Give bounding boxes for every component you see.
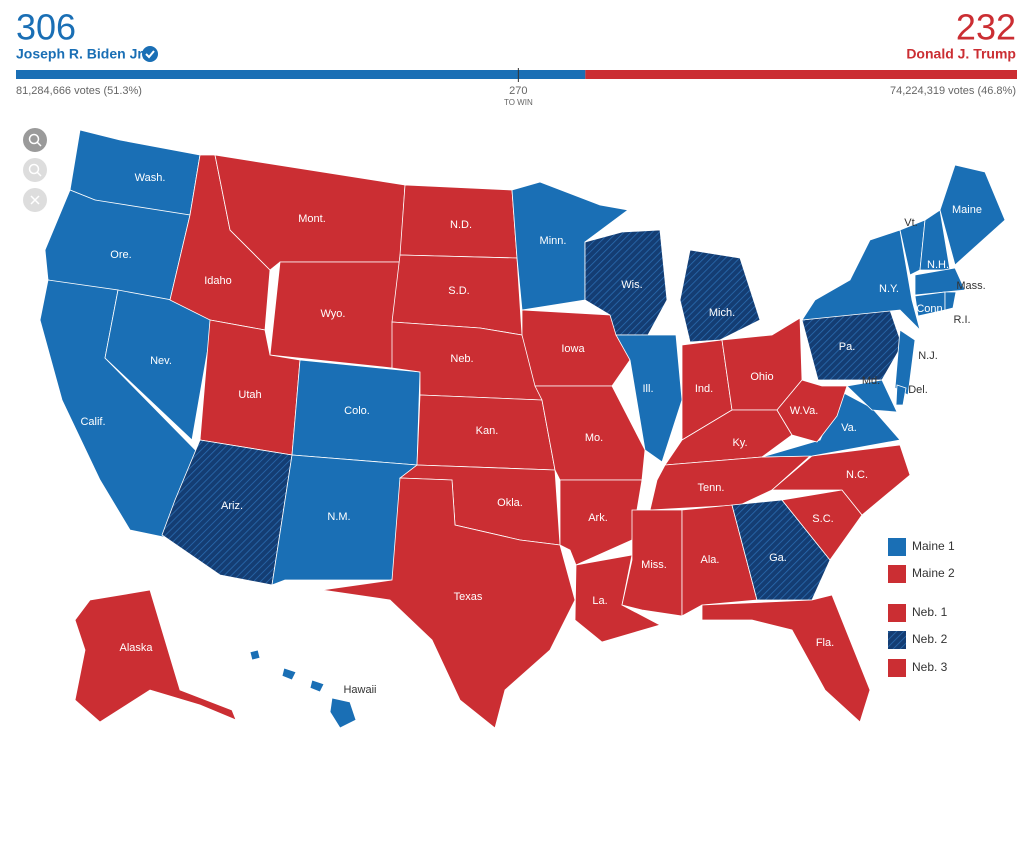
- winner-electoral-votes: 306: [16, 7, 76, 48]
- state-label: S.D.: [448, 285, 469, 297]
- state-label: N.M.: [327, 511, 350, 523]
- state-label: Okla.: [497, 497, 523, 509]
- state: [776, 379, 848, 443]
- state-label: Nev.: [150, 355, 172, 367]
- state-label: N.D.: [450, 219, 472, 231]
- state-label: Ore.: [110, 249, 131, 261]
- state: [679, 249, 761, 343]
- state-label: Mass.: [956, 280, 985, 292]
- state-label: Mo.: [585, 432, 603, 444]
- legend-label: Neb. 1: [912, 605, 948, 619]
- state-label: Colo.: [344, 405, 370, 417]
- state-label: Conn.: [916, 303, 945, 315]
- winner-bar: [16, 70, 586, 79]
- state-label: Iowa: [561, 343, 585, 355]
- state-label: Alaska: [119, 642, 153, 654]
- zoom-out[interactable]: [23, 158, 47, 182]
- state-label: Ill.: [643, 383, 654, 395]
- state-label: Ind.: [695, 383, 713, 395]
- state-label: Ky.: [732, 437, 747, 449]
- state: [681, 504, 758, 617]
- state-label: N.Y.: [879, 283, 899, 295]
- state-label: La.: [592, 595, 607, 607]
- state-label: Md.: [862, 375, 880, 387]
- state-label: N.C.: [846, 469, 868, 481]
- state-label: Mont.: [298, 213, 326, 225]
- state: [271, 454, 418, 586]
- loser-bar: [585, 70, 1017, 79]
- state-label: Minn.: [540, 235, 567, 247]
- state-label: Va.: [841, 422, 857, 434]
- winner-popular-vote: 81,284,666 votes (51.3%): [16, 85, 142, 97]
- state-label: Kan.: [476, 425, 499, 437]
- state: [74, 589, 237, 723]
- loser-electoral-votes: 232: [956, 7, 1016, 48]
- state: [249, 649, 357, 729]
- state: [846, 379, 898, 413]
- state-label: Tenn.: [698, 482, 725, 494]
- state: [321, 477, 576, 729]
- state-label: Mich.: [709, 307, 735, 319]
- state-label: Miss.: [641, 559, 667, 571]
- state-label: R.I.: [953, 314, 970, 326]
- legend-label: Maine 2: [912, 566, 955, 580]
- state-label: Ohio: [750, 371, 773, 383]
- legend-label: Neb. 3: [912, 660, 948, 674]
- state-label: Pa.: [839, 341, 856, 353]
- state-label: Calif.: [80, 416, 105, 428]
- threshold-label: TO WIN: [504, 98, 533, 107]
- legend-swatch: [888, 565, 906, 583]
- state: [944, 291, 957, 311]
- state-label: Idaho: [204, 275, 232, 287]
- state: [895, 384, 907, 406]
- reset-zoom[interactable]: [23, 188, 47, 212]
- verified-check: [142, 46, 158, 62]
- state-label: S.C.: [812, 513, 833, 525]
- zoom-in[interactable]: [23, 128, 47, 152]
- legend-swatch: [888, 538, 906, 556]
- state-label: Fla.: [816, 637, 834, 649]
- legend-label: Neb. 2: [912, 632, 948, 646]
- state-label: Ga.: [769, 552, 787, 564]
- state: [701, 594, 871, 723]
- state: [731, 499, 831, 601]
- legend-swatch: [888, 631, 906, 649]
- state-label: Vt.: [904, 217, 917, 229]
- state-label: Wis.: [621, 279, 642, 291]
- state-label: Maine: [952, 204, 982, 216]
- legend-swatch: [888, 659, 906, 677]
- winner-name: Joseph R. Biden Jr.: [16, 46, 146, 62]
- state: [615, 334, 683, 463]
- state-label: N.H.: [927, 259, 949, 271]
- legend-swatch: [888, 604, 906, 622]
- loser-name: Donald J. Trump: [906, 46, 1016, 62]
- state-label: Neb.: [450, 353, 473, 365]
- state-label: Hawaii: [343, 684, 376, 696]
- state-map: Wash. Ore. Calif. Nev. Idaho Mont. Wyo. Utah Ari…: [39, 129, 1006, 729]
- state-label: Wash.: [135, 172, 166, 184]
- threshold-value: 270: [509, 85, 527, 97]
- legend-label: Maine 1: [912, 539, 955, 553]
- loser-popular-vote: 74,224,319 votes (46.8%): [890, 85, 1016, 97]
- state: [894, 329, 916, 396]
- state: [801, 229, 921, 332]
- state-label: Ark.: [588, 512, 608, 524]
- state-label: Ala.: [701, 554, 720, 566]
- state-label: Del.: [908, 384, 928, 396]
- zoom-controls: [23, 128, 47, 212]
- state-label: Wyo.: [321, 308, 346, 320]
- state: [914, 267, 966, 296]
- state-label: N.J.: [918, 350, 938, 362]
- state-label: Texas: [454, 591, 483, 603]
- state-label: W.Va.: [790, 405, 819, 417]
- legend: Maine 1 Maine 2 Neb. 1 Neb. 2 Neb. 3: [888, 538, 955, 677]
- state: [939, 164, 1006, 266]
- state-label: Ariz.: [221, 500, 243, 512]
- state-label: Utah: [238, 389, 261, 401]
